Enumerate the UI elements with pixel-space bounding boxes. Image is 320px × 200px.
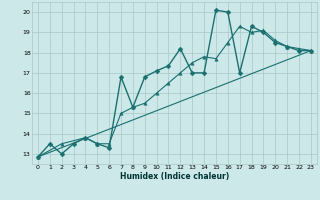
X-axis label: Humidex (Indice chaleur): Humidex (Indice chaleur) [120, 172, 229, 181]
